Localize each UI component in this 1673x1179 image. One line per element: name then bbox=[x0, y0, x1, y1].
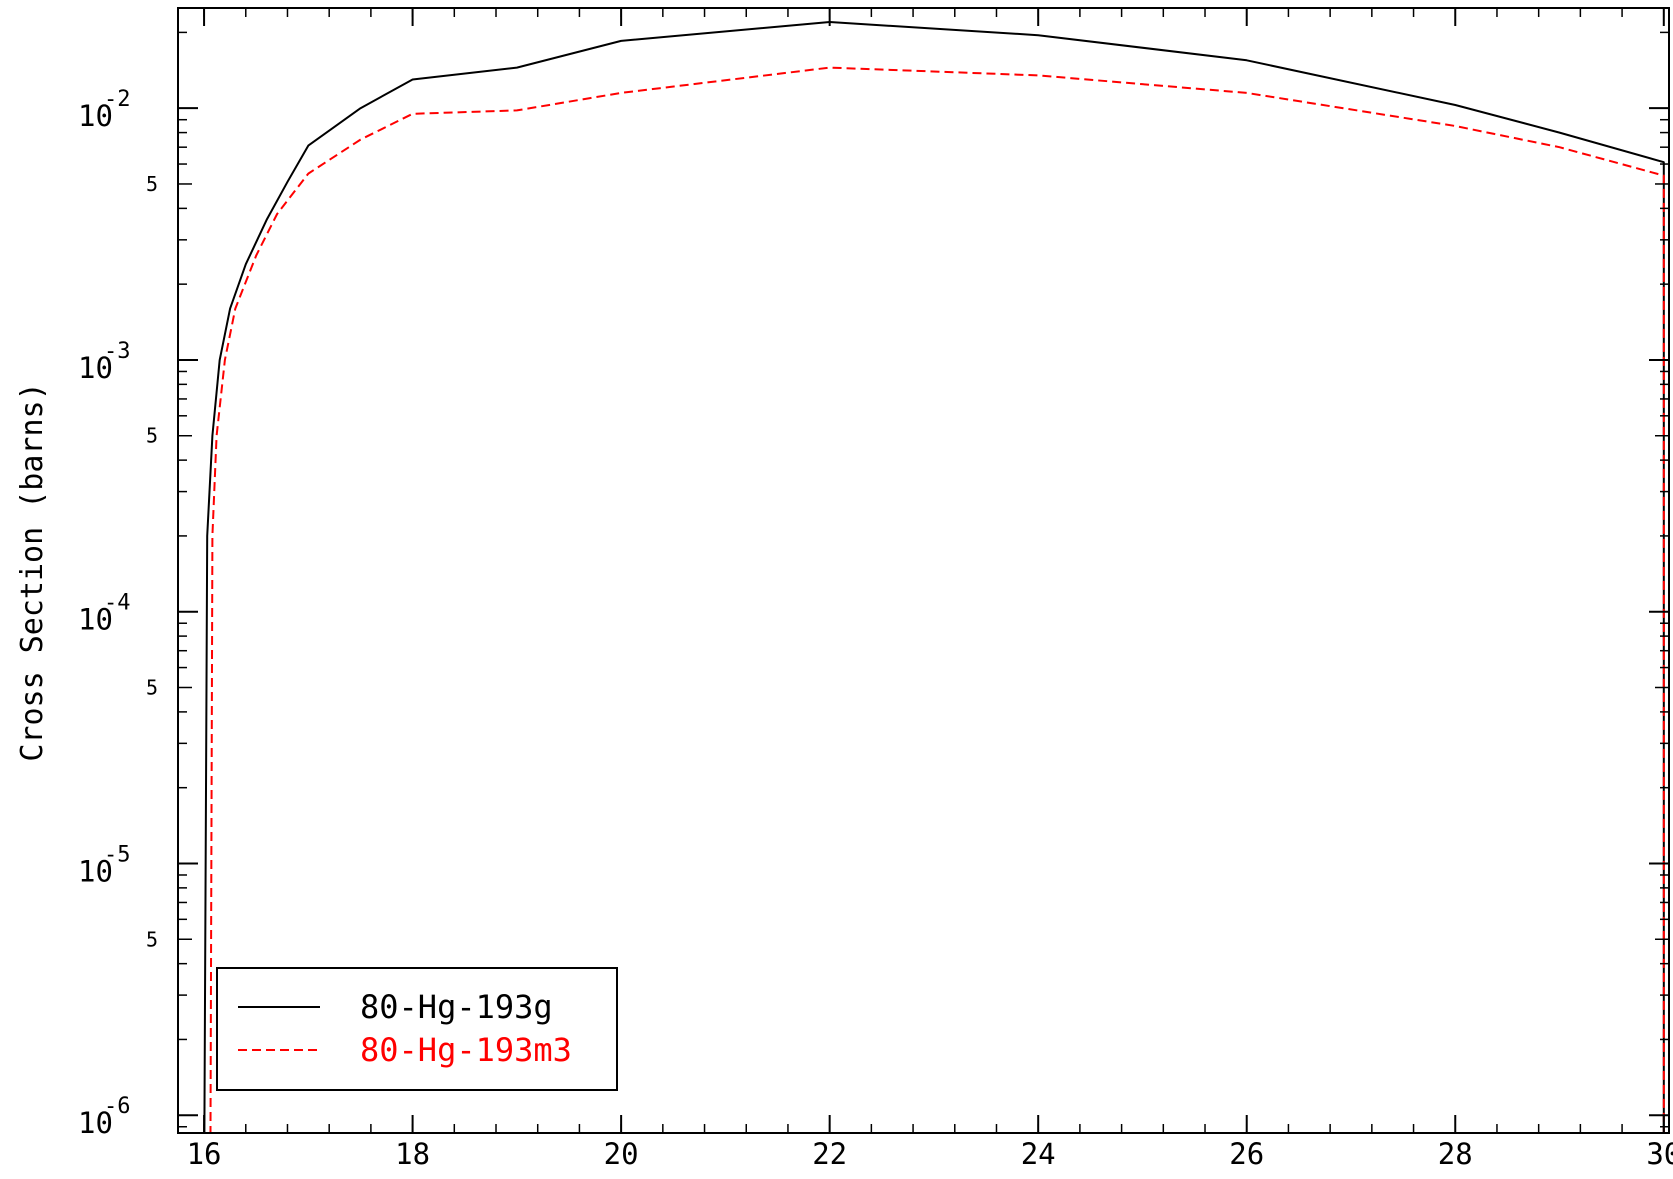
y-tick-label-exponent: -3 bbox=[104, 339, 131, 364]
x-tick-label: 28 bbox=[1438, 1137, 1473, 1171]
series-line-80-hg-193m3 bbox=[209, 66, 1665, 1133]
x-tick-label: 20 bbox=[604, 1137, 639, 1171]
y-tick-label-exponent: -5 bbox=[104, 842, 131, 867]
y-tick-label-base: 10 bbox=[78, 99, 113, 133]
x-tick-label: 30 bbox=[1646, 1137, 1673, 1171]
y-minor-label: 5 bbox=[146, 675, 158, 699]
series-layer bbox=[203, 21, 1665, 1133]
y-minor-label: 5 bbox=[146, 172, 158, 196]
y-tick-label-exponent: -2 bbox=[104, 87, 131, 112]
y-axis-title: Cross Section (barns) bbox=[15, 382, 50, 761]
x-tick-label: 24 bbox=[1021, 1137, 1056, 1171]
y-tick-label-base: 10 bbox=[78, 1106, 113, 1140]
y-tick-label-exponent: -6 bbox=[104, 1094, 131, 1119]
x-tick-label: 16 bbox=[187, 1137, 222, 1171]
legend-label-80-hg-193m3: 80-Hg-193m3 bbox=[360, 1031, 572, 1069]
y-tick-label-base: 10 bbox=[78, 351, 113, 385]
x-tick-label: 26 bbox=[1229, 1137, 1264, 1171]
legend-label-80-hg-193g: 80-Hg-193g bbox=[360, 988, 553, 1026]
y-tick-label-exponent: -4 bbox=[104, 591, 131, 616]
x-tick-label: 22 bbox=[812, 1137, 847, 1171]
y-tick-label-base: 10 bbox=[78, 854, 113, 888]
y-minor-label: 5 bbox=[146, 927, 158, 951]
plot-frame bbox=[177, 7, 1670, 1134]
legend: 80-Hg-193g 80-Hg-193m3 bbox=[216, 967, 618, 1091]
y-tick-label-base: 10 bbox=[78, 603, 113, 637]
ticks-layer bbox=[178, 8, 1669, 1133]
x-tick-label: 18 bbox=[395, 1137, 430, 1171]
legend-box bbox=[216, 967, 618, 1091]
series-line-80-hg-193g bbox=[203, 21, 1665, 1133]
y-minor-label: 5 bbox=[146, 424, 158, 448]
